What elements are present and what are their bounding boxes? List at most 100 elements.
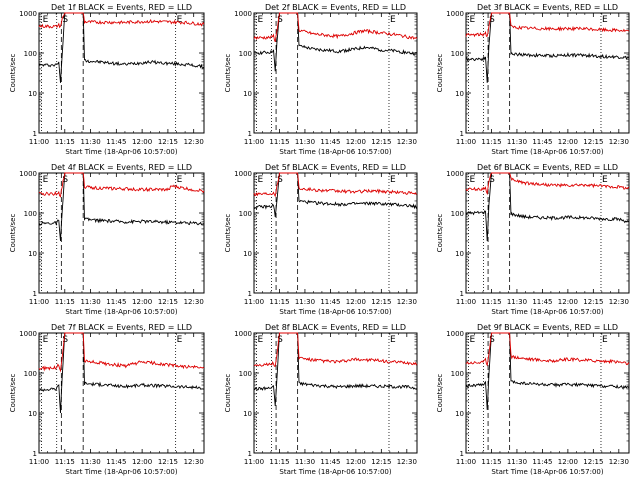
marker-label: E [177, 335, 183, 345]
x-tick-label: 11:00 [244, 138, 264, 146]
x-axis-title: Start Time (18-Apr-06 10:57:00) [65, 148, 177, 156]
x-tick-label: 11:15 [55, 298, 75, 306]
x-tick-label: 11:00 [456, 138, 476, 146]
y-tick-label: 10 [243, 410, 252, 418]
x-tick-label: 11:30 [507, 298, 527, 306]
x-tick-label: 12:30 [184, 138, 204, 146]
x-tick-label: 12:00 [346, 138, 366, 146]
x-tick-label: 12:15 [158, 458, 178, 466]
marker-label: E [258, 335, 264, 345]
panel-title: Det 1f BLACK = Events, RED = LLD [51, 3, 192, 12]
x-tick-label: 11:00 [29, 138, 49, 146]
panel-title: Det 9f BLACK = Events, RED = LLD [477, 323, 618, 332]
y-tick-label: 1 [33, 450, 37, 458]
x-tick-label: 12:00 [558, 138, 578, 146]
marker-label: S [277, 175, 283, 185]
x-tick-label: 11:30 [295, 298, 315, 306]
x-tick-label: 11:15 [55, 138, 75, 146]
panel-title: Det 2f BLACK = Events, RED = LLD [265, 3, 406, 12]
y-axis-title: Counts/sec [9, 54, 17, 93]
x-tick-label: 12:30 [184, 458, 204, 466]
x-tick-label: 11:30 [80, 458, 100, 466]
panel-title: Det 6f BLACK = Events, RED = LLD [477, 163, 618, 172]
y-tick-label: 1 [460, 450, 464, 458]
x-tick-label: 12:00 [558, 298, 578, 306]
x-tick-label: 11:15 [55, 458, 75, 466]
y-tick-label: 1 [33, 290, 37, 298]
chart-panel-6: Det 6f BLACK = Events, RED = LLD 1 10 100 10… [436, 163, 630, 316]
x-axis-title: Start Time (18-Apr-06 10:57:00) [279, 308, 391, 316]
marker-label: E [470, 175, 476, 185]
y-axis-title: Counts/sec [9, 374, 17, 413]
marker-label: E [390, 15, 396, 25]
x-tick-label: 11:30 [295, 138, 315, 146]
x-tick-label: 12:15 [371, 138, 391, 146]
x-tick-label: 12:00 [132, 298, 152, 306]
marker-label: E [258, 175, 264, 185]
y-tick-label: 1000 [446, 10, 464, 18]
plot-frame [38, 172, 205, 294]
series-line-lld [465, 332, 630, 367]
x-tick-label: 11:45 [320, 138, 340, 146]
plot-frame [465, 332, 630, 454]
y-tick-label: 10 [243, 250, 252, 258]
marker-label: E [390, 335, 396, 345]
x-tick-label: 11:30 [80, 138, 100, 146]
x-tick-label: 12:00 [346, 298, 366, 306]
x-tick-label: 12:00 [558, 458, 578, 466]
x-tick-label: 11:15 [269, 298, 289, 306]
x-tick-label: 11:15 [269, 458, 289, 466]
marker-label: E [602, 175, 608, 185]
y-tick-label: 1000 [446, 330, 464, 338]
x-axis-title: Start Time (18-Apr-06 10:57:00) [65, 468, 177, 476]
x-tick-label: 11:45 [320, 458, 340, 466]
y-tick-label: 1000 [234, 330, 252, 338]
chart-panel-1: Det 1f BLACK = Events, RED = LLD 1 10 100 10… [9, 3, 205, 156]
x-tick-label: 12:00 [132, 138, 152, 146]
chart-panel-8: Det 8f BLACK = Events, RED = LLD 1 10 100 10… [224, 323, 418, 476]
x-tick-label: 11:30 [80, 298, 100, 306]
chart-panel-3: Det 3f BLACK = Events, RED = LLD 1 10 100 10… [436, 3, 630, 156]
x-tick-label: 11:00 [244, 298, 264, 306]
series-line-lld [253, 12, 418, 43]
x-tick-label: 11:45 [106, 298, 126, 306]
y-tick-label: 1 [248, 290, 252, 298]
x-tick-label: 12:30 [609, 298, 629, 306]
x-tick-label: 12:15 [583, 138, 603, 146]
y-tick-label: 10 [28, 410, 37, 418]
series-line-lld [38, 172, 205, 198]
panel-title: Det 7f BLACK = Events, RED = LLD [51, 323, 192, 332]
y-tick-label: 1 [460, 290, 464, 298]
x-tick-label: 12:15 [158, 298, 178, 306]
x-tick-label: 11:00 [456, 458, 476, 466]
x-tick-label: 12:30 [609, 138, 629, 146]
x-axis-title: Start Time (18-Apr-06 10:57:00) [491, 468, 603, 476]
marker-label: E [43, 175, 49, 185]
x-tick-label: 11:45 [532, 458, 552, 466]
marker-label: E [177, 15, 183, 25]
marker-label: E [390, 175, 396, 185]
x-tick-label: 11:45 [532, 138, 552, 146]
x-tick-label: 11:15 [481, 298, 501, 306]
marker-label: E [177, 175, 183, 185]
marker-label: E [602, 15, 608, 25]
chart-panel-9: Det 9f BLACK = Events, RED = LLD 1 10 100 10… [436, 323, 630, 476]
marker-label: S [277, 335, 283, 345]
x-tick-label: 12:30 [397, 298, 417, 306]
y-tick-label: 100 [451, 50, 464, 58]
y-tick-label: 100 [239, 370, 252, 378]
marker-label: S [489, 175, 495, 185]
x-tick-label: 11:15 [481, 138, 501, 146]
marker-label: S [62, 175, 68, 185]
y-axis-title: Counts/sec [436, 214, 444, 253]
y-axis-title: Counts/sec [224, 374, 232, 413]
y-tick-label: 100 [24, 210, 37, 218]
marker-label: E [43, 15, 49, 25]
panel-title: Det 3f BLACK = Events, RED = LLD [477, 3, 618, 12]
y-tick-label: 1000 [234, 10, 252, 18]
plot-frame [38, 12, 205, 134]
x-tick-label: 12:30 [184, 298, 204, 306]
plot-frame [465, 12, 630, 134]
y-tick-label: 10 [455, 250, 464, 258]
panel-title: Det 5f BLACK = Events, RED = LLD [265, 163, 406, 172]
